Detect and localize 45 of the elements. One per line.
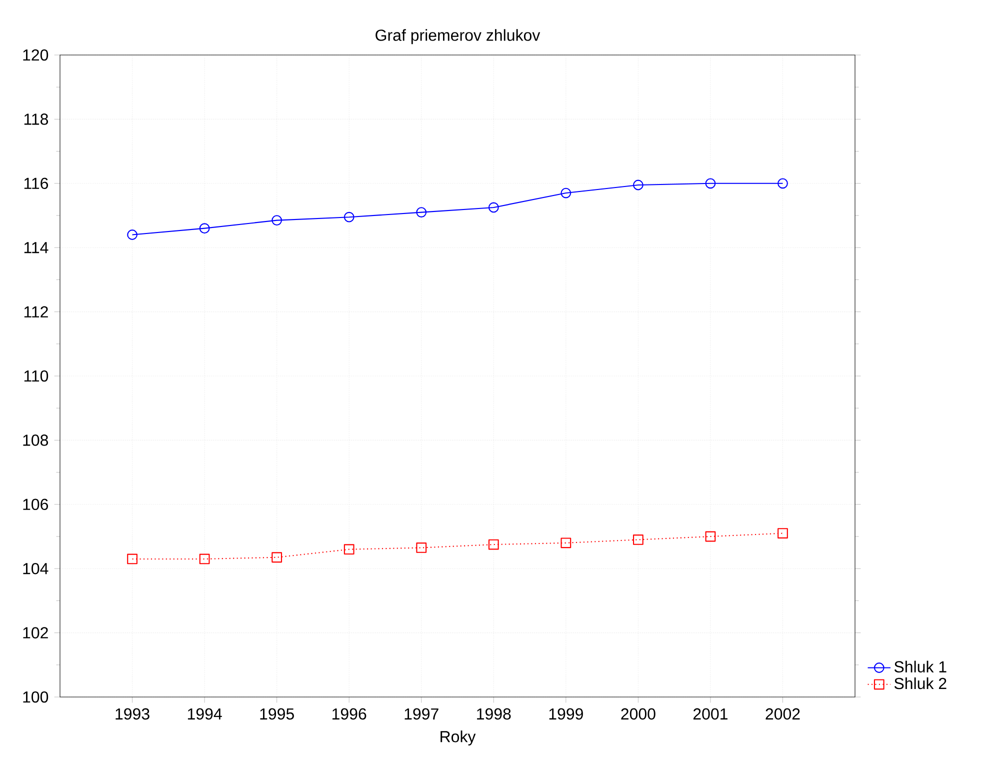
legend-label: Shluk 2 [894, 677, 946, 690]
point [272, 552, 282, 563]
point [416, 207, 427, 218]
point [488, 539, 499, 550]
point [127, 230, 138, 240]
point [416, 542, 427, 553]
x-tick-label: 2001 [693, 708, 728, 720]
point [632, 180, 644, 190]
x-tick-label: 1994 [188, 708, 222, 720]
point [272, 215, 282, 226]
point [632, 534, 644, 545]
point [778, 528, 788, 538]
point [127, 554, 138, 564]
y-tick-label: 114 [24, 242, 48, 254]
y-tick-label: 104 [23, 562, 48, 574]
legend-label: Shluk 1 [894, 660, 946, 672]
x-tick-label: 1996 [332, 708, 366, 720]
point [344, 544, 354, 555]
y-tick-label: 112 [24, 306, 48, 318]
y-tick-label: 120 [23, 49, 48, 61]
point [344, 212, 354, 222]
x-tick-label: 1995 [260, 708, 294, 720]
y-tick-label: 108 [23, 434, 48, 446]
point [705, 178, 716, 189]
point [560, 188, 572, 198]
chart-title: Graf priemerov zhlukov [376, 29, 540, 44]
point [560, 538, 572, 548]
x-tick-label: 2002 [766, 708, 800, 720]
y-tick-label: 116 [24, 178, 48, 190]
y-tick-label: 102 [23, 627, 48, 638]
x-tick-label: 1999 [549, 708, 583, 720]
x-tick-label: 1998 [477, 708, 511, 720]
x-tick-label: 1997 [404, 708, 438, 720]
y-tick-label: 118 [24, 114, 48, 125]
y-tick-label: 110 [24, 370, 48, 382]
y-tick-label: 100 [23, 691, 48, 703]
y-tick-label: 106 [23, 498, 48, 510]
point [199, 554, 210, 564]
point [778, 178, 788, 189]
point [488, 202, 499, 213]
x-tick-label: 2000 [621, 708, 656, 720]
x-tick-label: 1993 [116, 708, 150, 720]
point [705, 531, 716, 542]
x-axis-title: Roky [440, 730, 476, 746]
point [199, 223, 210, 234]
